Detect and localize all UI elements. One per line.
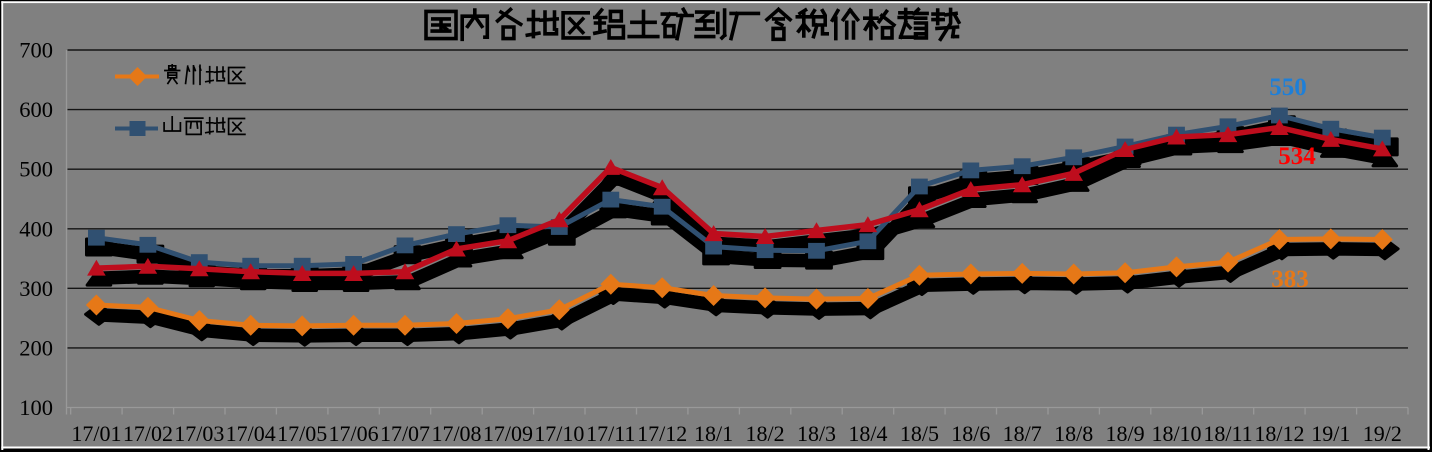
svg-text:18/2: 18/2 xyxy=(746,421,785,446)
svg-text:18/10: 18/10 xyxy=(1151,421,1201,446)
svg-text:18/7: 18/7 xyxy=(1003,421,1042,446)
svg-text:534: 534 xyxy=(1278,143,1316,170)
svg-text:18/1: 18/1 xyxy=(694,421,733,446)
svg-text:19/2: 19/2 xyxy=(1363,421,1402,446)
svg-text:17/08: 17/08 xyxy=(431,421,481,446)
svg-text:18/9: 18/9 xyxy=(1106,421,1145,446)
svg-text:17/10: 17/10 xyxy=(534,421,584,446)
svg-text:600: 600 xyxy=(19,97,53,122)
svg-text:300: 300 xyxy=(19,276,53,301)
svg-text:17/02: 17/02 xyxy=(123,421,173,446)
svg-text:17/01: 17/01 xyxy=(71,421,121,446)
svg-text:17/11: 17/11 xyxy=(586,421,635,446)
svg-text:18/8: 18/8 xyxy=(1054,421,1093,446)
svg-text:400: 400 xyxy=(19,216,53,241)
svg-text:18/4: 18/4 xyxy=(848,421,887,446)
svg-text:17/04: 17/04 xyxy=(226,421,276,446)
svg-text:550: 550 xyxy=(1269,74,1307,101)
svg-text:500: 500 xyxy=(19,157,53,182)
svg-text:17/12: 17/12 xyxy=(637,421,687,446)
svg-text:17/09: 17/09 xyxy=(483,421,533,446)
svg-text:17/05: 17/05 xyxy=(277,421,327,446)
svg-text:18/6: 18/6 xyxy=(951,421,990,446)
svg-text:700: 700 xyxy=(19,38,53,63)
svg-text:18/5: 18/5 xyxy=(900,421,939,446)
svg-text:200: 200 xyxy=(19,335,53,360)
svg-text:17/03: 17/03 xyxy=(174,421,224,446)
svg-text:18/12: 18/12 xyxy=(1254,421,1304,446)
svg-text:100: 100 xyxy=(19,395,53,420)
svg-text:18/3: 18/3 xyxy=(797,421,836,446)
svg-text:383: 383 xyxy=(1271,266,1309,293)
svg-text:17/07: 17/07 xyxy=(380,421,430,446)
svg-text:18/11: 18/11 xyxy=(1203,421,1252,446)
svg-text:19/1: 19/1 xyxy=(1311,421,1350,446)
svg-text:17/06: 17/06 xyxy=(329,421,379,446)
